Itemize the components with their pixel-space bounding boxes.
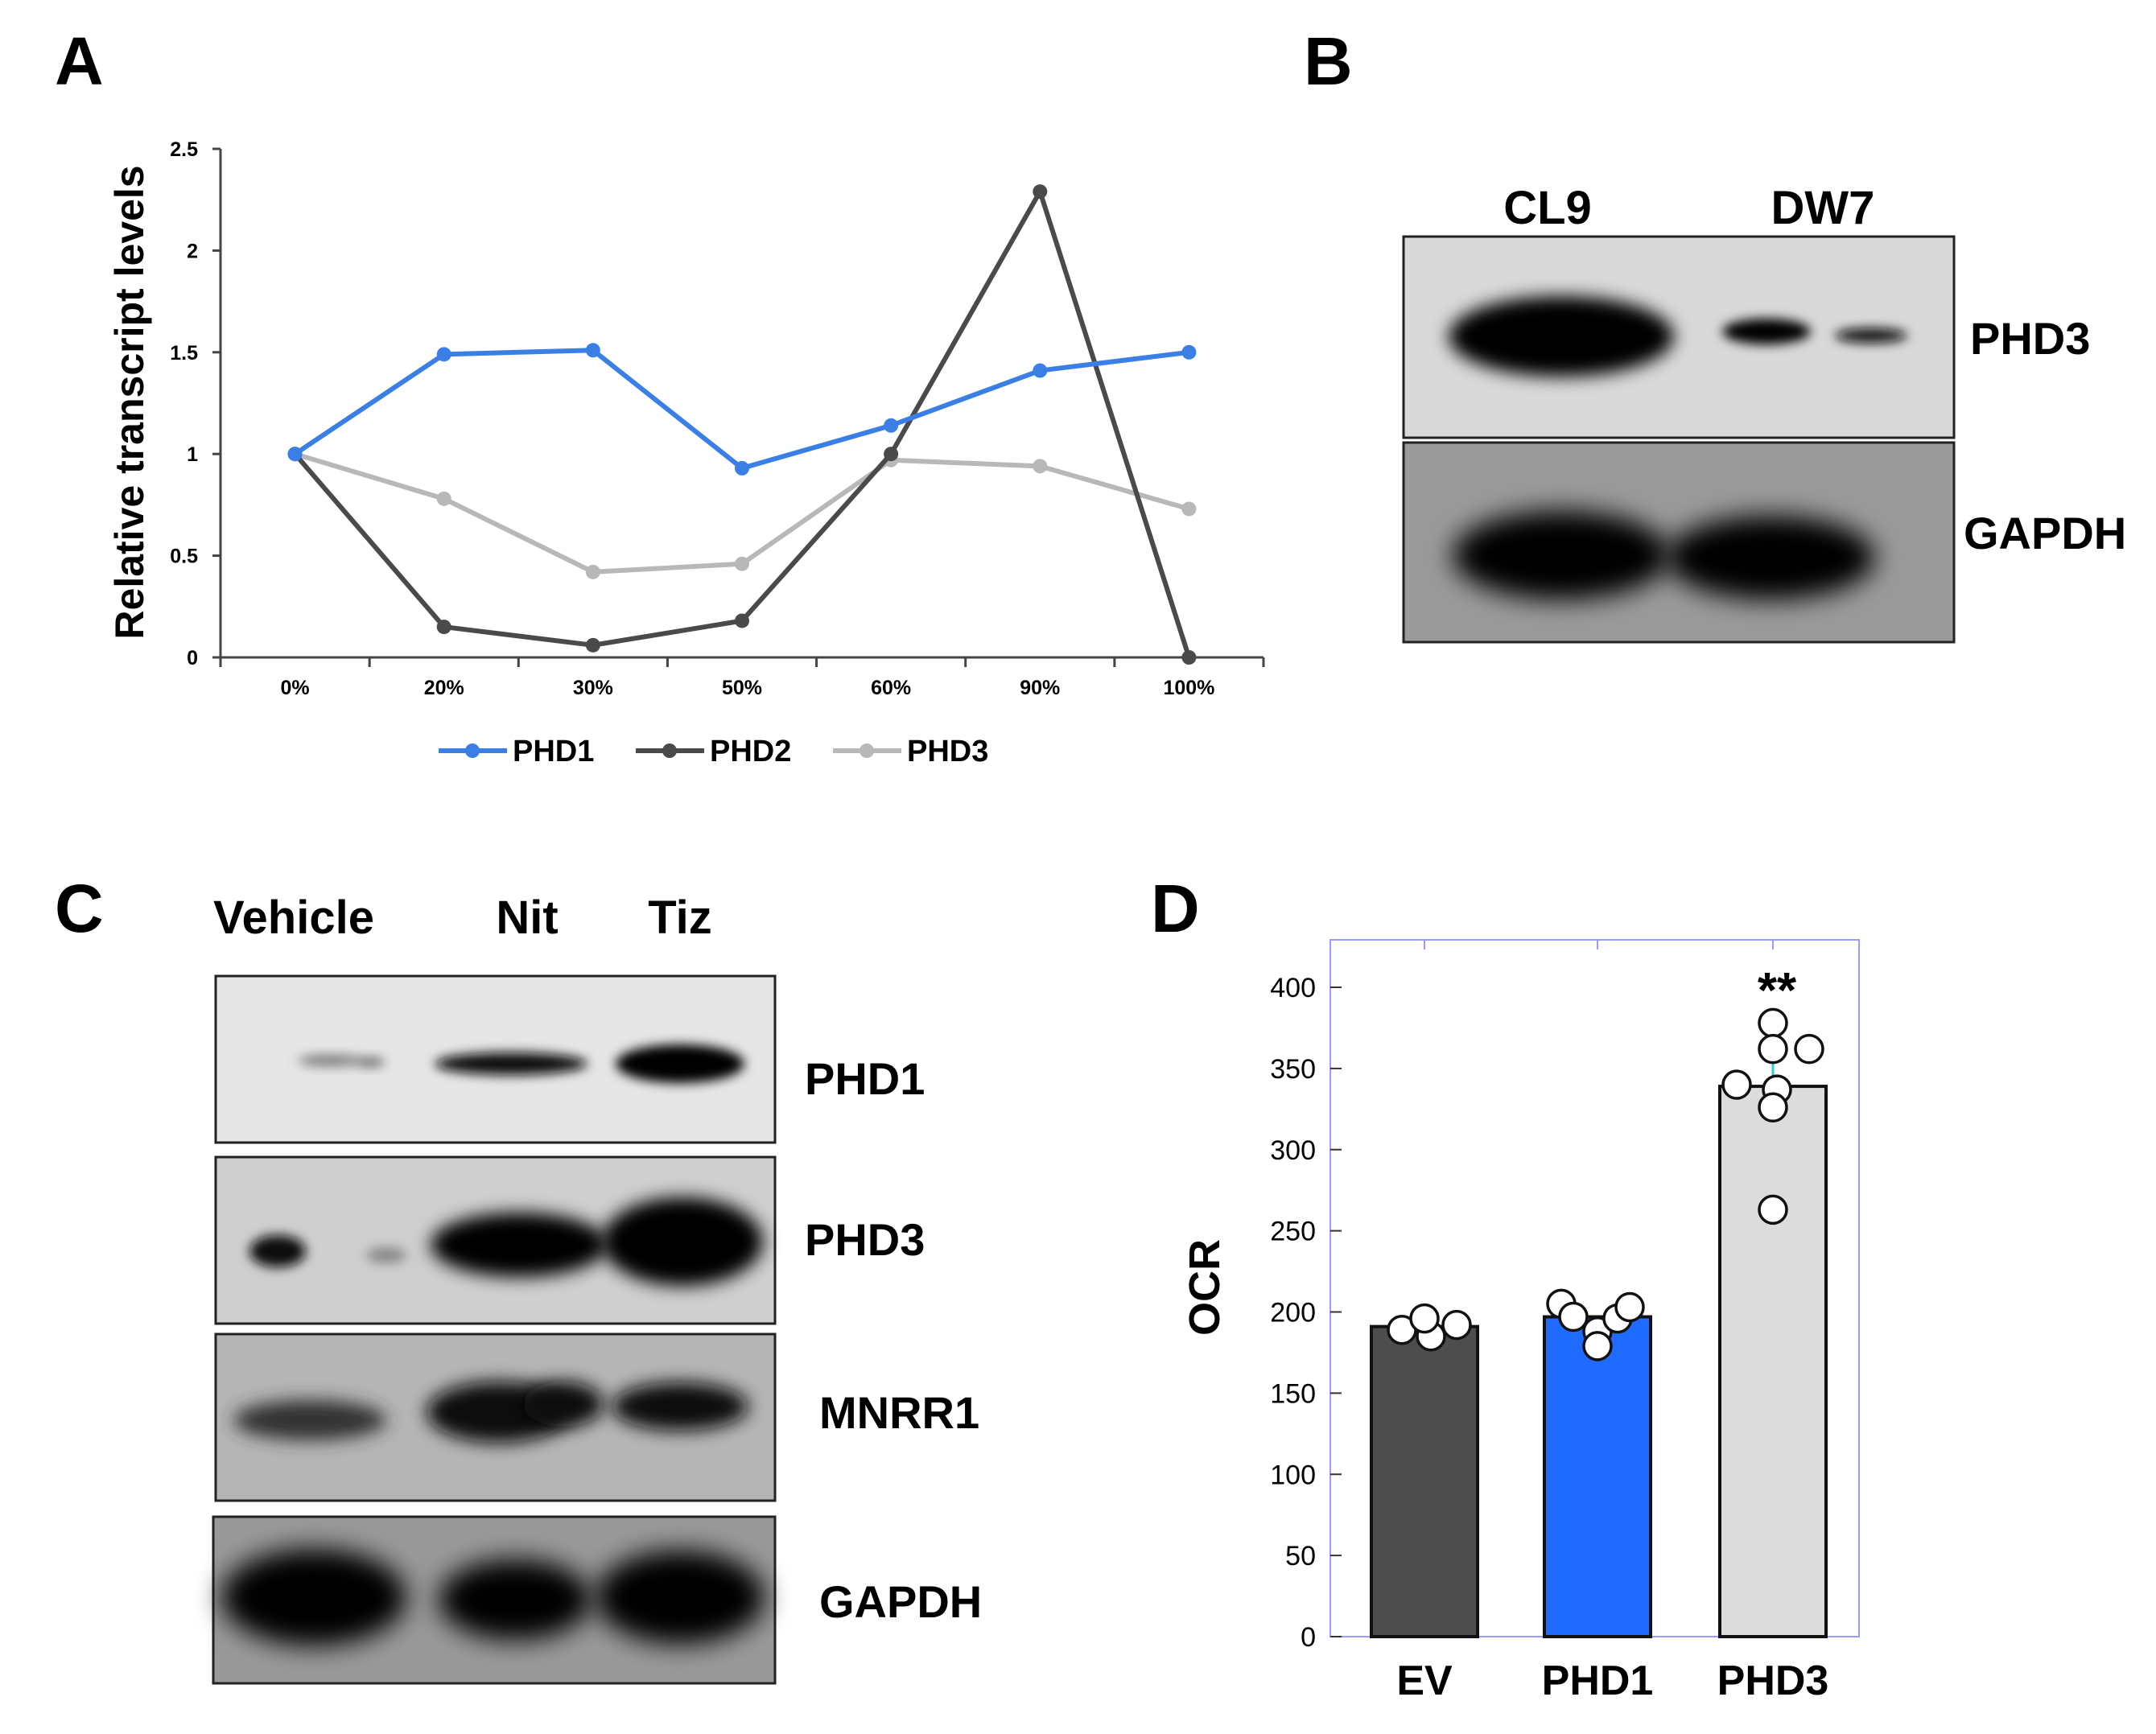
data-point-phd3 — [1794, 1033, 1824, 1065]
bar-phd1 — [1543, 1315, 1652, 1638]
blot-strip-gapdh-c — [212, 1515, 777, 1685]
data-point-phd3 — [1758, 1194, 1788, 1225]
band-cl9-phd3 — [1449, 296, 1674, 377]
data-point-ev — [1441, 1309, 1472, 1341]
western-blot-c: Vehicle Nit Tiz PHD1 PHD3 MNRR1 — [212, 892, 982, 1685]
y-tick-label: 150 — [1270, 1378, 1316, 1409]
data-point-phd1 — [585, 343, 600, 358]
data-point-phd2 — [884, 447, 899, 462]
blot-strip-phd1 — [214, 974, 777, 1144]
western-blot-b: CL9 DW7 PHD3 GAPDH — [1402, 182, 2126, 644]
blot-strip-phd3 — [1402, 235, 1956, 439]
panel-letter-c: C — [55, 871, 104, 946]
legend-marker-phd3 — [860, 743, 874, 758]
blot-label-phd1: PHD1 — [805, 1053, 925, 1104]
band-dw7-phd3-b — [1835, 328, 1907, 343]
y-tick-label: 250 — [1270, 1217, 1316, 1247]
y-tick-label: 100 — [1270, 1460, 1316, 1490]
panel-letter-d: D — [1151, 871, 1200, 946]
data-point-phd1 — [735, 460, 749, 476]
data-point-phd2 — [1033, 184, 1048, 200]
blot-strip-phd3-c — [214, 1155, 777, 1325]
legend-label-phd2: PHD2 — [710, 735, 791, 768]
data-point-phd1 — [884, 418, 899, 433]
band-cl9-gapdh — [1453, 511, 1670, 599]
band-dw7-gapdh — [1666, 516, 1875, 599]
band-dw7-phd3-a — [1722, 319, 1811, 344]
legend-marker-phd1 — [465, 743, 480, 758]
x-tick-label: 30% — [573, 677, 613, 699]
data-point-phd1 — [1558, 1301, 1589, 1332]
blot-label-gapdh-c: GAPDH — [819, 1576, 982, 1627]
x-tick-label-phd3: PHD3 — [1717, 1658, 1829, 1704]
data-point-phd1 — [1033, 363, 1048, 378]
significance-marker: ** — [1758, 963, 1797, 1019]
lane-label-tiz: Tiz — [648, 892, 712, 944]
lane-label-vehicle: Vehicle — [213, 892, 374, 944]
blot-strip-gapdh-b — [1402, 441, 1956, 644]
blot-strip-mnrr1 — [214, 1332, 777, 1502]
bar-ev — [1370, 1324, 1479, 1638]
y-tick-label: 1.5 — [170, 342, 198, 365]
y-tick-label: 400 — [1270, 973, 1316, 1003]
x-tick-label-ev: EV — [1396, 1658, 1453, 1704]
y-tick-label: 300 — [1270, 1135, 1316, 1166]
y-axis-label-ocr: OCR — [1181, 1239, 1229, 1336]
y-tick-label: 0.5 — [170, 546, 198, 568]
data-point-phd1 — [1181, 344, 1197, 360]
lane-label-nit: Nit — [496, 892, 558, 944]
data-point-phd3 — [436, 491, 451, 506]
data-point-phd3 — [1758, 1033, 1788, 1065]
lane-label-cl9: CL9 — [1503, 182, 1592, 234]
panel-letter-b: B — [1304, 23, 1353, 99]
data-point-phd2 — [735, 613, 749, 628]
data-point-ev — [1409, 1303, 1440, 1334]
blot-label-mnrr1: MNRR1 — [819, 1387, 979, 1438]
x-tick-label: 100% — [1163, 677, 1214, 699]
y-tick-label: 350 — [1270, 1054, 1316, 1085]
panel-letter-a: A — [55, 23, 104, 99]
x-tick-label: 60% — [871, 677, 911, 699]
data-point-phd1 — [1614, 1291, 1645, 1323]
bar-phd3 — [1718, 1085, 1828, 1638]
x-tick-label-phd1: PHD1 — [1542, 1658, 1654, 1704]
data-point-phd2 — [585, 637, 600, 653]
data-point-phd3 — [1181, 501, 1197, 517]
data-point-phd3 — [1033, 459, 1048, 474]
blot-label-phd3: PHD3 — [1970, 313, 2090, 364]
series-line-phd2 — [293, 189, 1192, 658]
data-point-phd2 — [1181, 650, 1197, 665]
x-tick-label: 90% — [1020, 677, 1060, 699]
data-point-phd1 — [1582, 1331, 1613, 1361]
data-point-phd2 — [436, 620, 451, 635]
y-tick-label: 0 — [187, 647, 198, 669]
y-tick-label: 1 — [187, 443, 198, 466]
data-point-phd3 — [1758, 1092, 1788, 1123]
y-tick-label: 200 — [1270, 1298, 1316, 1328]
series-line-phd1 — [293, 348, 1189, 471]
y-axis-label: Relative transcript levels — [107, 165, 152, 639]
data-point-phd1 — [287, 447, 303, 462]
lane-label-dw7: DW7 — [1771, 182, 1875, 234]
y-tick-label: 0 — [1301, 1622, 1316, 1653]
blot-label-phd3-c: PHD3 — [805, 1214, 925, 1265]
line-chart-transcripts: 0 0.5 1 1.5 2 2.5 0% 20% 30% 50% 60% 90% 100% Relat… — [107, 138, 1265, 768]
y-tick-label: 2 — [187, 240, 198, 262]
legend-label-phd1: PHD1 — [513, 735, 594, 768]
x-tick-label: 50% — [722, 677, 762, 699]
x-tick-label: 0% — [281, 677, 310, 699]
data-point-phd3 — [735, 556, 749, 571]
blot-label-gapdh-b: GAPDH — [1964, 508, 2126, 558]
y-tick-label: 2.5 — [170, 138, 198, 161]
legend-marker-phd2 — [662, 743, 677, 758]
y-tick-label: 50 — [1285, 1541, 1316, 1571]
data-point-phd3 — [1721, 1069, 1752, 1100]
legend-label-phd3: PHD3 — [907, 735, 988, 768]
data-point-phd1 — [436, 347, 451, 362]
data-point-phd3 — [585, 564, 600, 579]
x-tick-label: 20% — [424, 677, 464, 699]
